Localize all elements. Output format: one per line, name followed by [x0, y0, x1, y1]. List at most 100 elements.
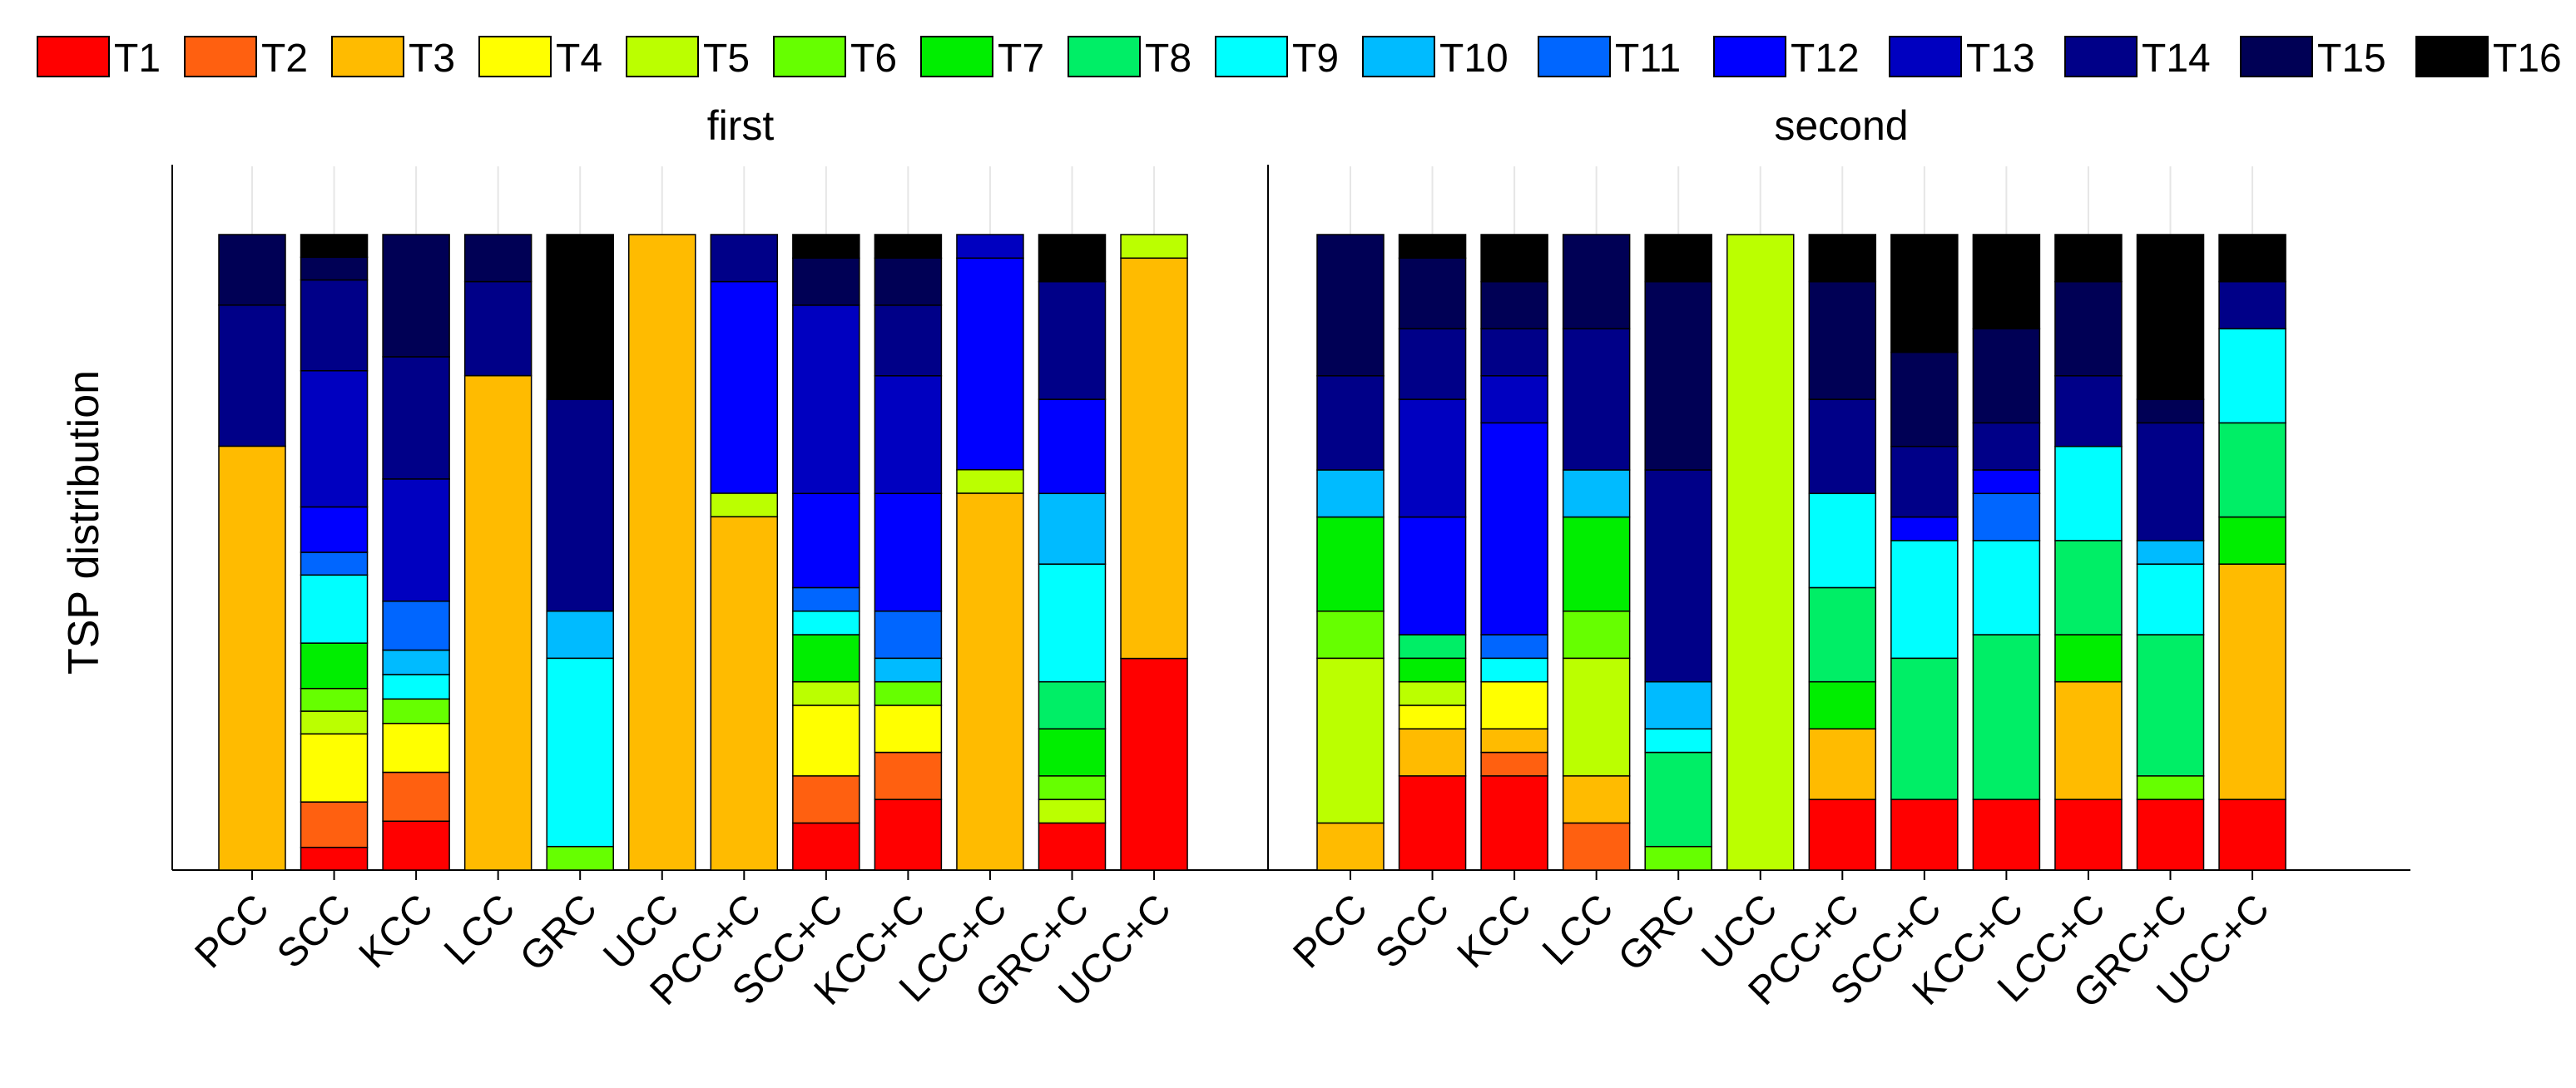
- bar-segment-t6: [1316, 610, 1385, 660]
- bar-segment-t11: [874, 610, 943, 660]
- bar-second-ucc: [1726, 234, 1795, 871]
- bar-segment-t6: [300, 687, 369, 712]
- bar-segment-t11: [382, 601, 450, 651]
- bar-segment-t1: [382, 820, 450, 871]
- legend-swatch-t2: [184, 36, 257, 77]
- bar-segment-t3: [1316, 822, 1385, 871]
- bar-segment-t15: [463, 234, 533, 283]
- x-tick-label: GRC: [512, 886, 606, 980]
- bar-second-scc: [1398, 234, 1467, 871]
- bar-segment-t14: [463, 280, 533, 377]
- bar-segment-t9: [2136, 563, 2205, 635]
- bar-second-lcc: [1562, 234, 1631, 871]
- bar-segment-t16: [2054, 234, 2123, 283]
- bar-segment-t16: [1038, 234, 1107, 283]
- bar-segment-t12: [874, 492, 943, 612]
- bar-segment-t4: [874, 705, 943, 754]
- bar-segment-t15: [1644, 280, 1712, 471]
- bar-segment-t10: [874, 657, 943, 683]
- bar-segment-t14: [1972, 422, 2041, 471]
- bar-segment-t2: [1562, 822, 1631, 871]
- bar-segment-t12: [710, 280, 779, 494]
- bar-segment-t11: [300, 551, 369, 576]
- legend-label-t5: T5: [703, 37, 750, 81]
- legend-swatch-t6: [773, 36, 846, 77]
- legend-label-t11: T11: [1615, 37, 1681, 81]
- bar-segment-t3: [463, 374, 533, 871]
- bar-segment-t8: [1038, 680, 1107, 729]
- bar-segment-t9: [1890, 540, 1959, 660]
- bar-segment-t5: [792, 680, 860, 706]
- x-tick-label: KCC: [351, 886, 442, 977]
- bar-segment-t9: [1644, 728, 1712, 754]
- x-tick-label: KCC: [1449, 886, 1540, 977]
- bar-segment-t8: [2054, 540, 2123, 635]
- bar-segment-t8: [1644, 751, 1712, 848]
- bar-segment-t10: [546, 610, 614, 660]
- bar-segment-t7: [2054, 634, 2123, 683]
- panel-title-second: second: [1774, 102, 1908, 149]
- bar-segment-t13: [792, 304, 860, 495]
- bar-segment-t6: [874, 680, 943, 706]
- bar-segment-t4: [300, 733, 369, 803]
- bar-first-kcc: [382, 234, 450, 871]
- bar-segment-t7: [1808, 680, 1877, 729]
- bar-segment-t14: [2218, 280, 2286, 329]
- bar-segment-t5: [956, 468, 1024, 494]
- bar-segment-t16: [2136, 234, 2205, 400]
- bar-segment-t14: [546, 398, 614, 612]
- bar-segment-t12: [956, 257, 1024, 471]
- bar-segment-t8: [1808, 586, 1877, 683]
- bar-segment-t2: [1480, 751, 1548, 777]
- panel-first: first PCCSCCKCCLCCGRCUCCPCC+CSCC+CKCC+CL…: [171, 102, 1268, 1017]
- bar-segment-t7: [1316, 516, 1385, 612]
- bar-first-scc-plus-c: [792, 234, 860, 871]
- bar-segment-t16: [1398, 234, 1467, 260]
- bar-segment-t9: [1038, 563, 1107, 683]
- bar-segment-t1: [1890, 799, 1959, 871]
- bar-segment-t5: [300, 710, 369, 735]
- bar-second-grc-plus-c: [2136, 234, 2205, 871]
- bar-segment-t2: [382, 771, 450, 822]
- bar-segment-t10: [1562, 469, 1631, 518]
- bar-segment-t1: [1120, 657, 1188, 871]
- bar-segment-t10: [1038, 492, 1107, 565]
- bar-segment-t7: [1038, 728, 1107, 777]
- bar-segment-t7: [300, 642, 369, 690]
- legend-label-t1: T1: [114, 37, 161, 81]
- bar-segment-t16: [874, 234, 943, 260]
- bar-segment-t15: [218, 234, 286, 306]
- bar-segment-t12: [300, 506, 369, 553]
- legend-label-t13: T13: [1966, 37, 2035, 81]
- x-tick-label: PCC: [1286, 886, 1376, 977]
- bar-segment-t3: [1398, 728, 1467, 777]
- bar-segment-t6: [382, 698, 450, 725]
- x-tick-label: SCC: [1367, 886, 1458, 977]
- bar-segment-t14: [2054, 375, 2123, 448]
- x-tick-label: GRC: [1610, 886, 1704, 980]
- bar-first-scc: [300, 234, 369, 871]
- bar-segment-t1: [1398, 775, 1467, 871]
- bar-segment-t3: [628, 234, 696, 871]
- bar-segment-t12: [1398, 516, 1467, 635]
- bar-segment-t15: [1316, 234, 1385, 377]
- bar-second-pcc: [1316, 234, 1385, 871]
- legend-label-t15: T15: [2317, 37, 2386, 81]
- x-tick-label: PCC: [187, 886, 278, 977]
- bar-segment-t15: [1480, 280, 1548, 329]
- legend-label-t12: T12: [1791, 37, 1860, 81]
- x-tick-label: SCC: [269, 886, 359, 977]
- bar-segment-t9: [792, 610, 860, 635]
- bar-second-lcc-plus-c: [2054, 234, 2123, 871]
- bar-segment-t1: [2136, 799, 2205, 871]
- legend-swatch-t9: [1215, 36, 1288, 77]
- bar-first-grc: [546, 234, 614, 871]
- bar-segment-t14: [382, 356, 450, 480]
- bar-segment-t13: [300, 369, 369, 508]
- legend-swatch-t8: [1068, 36, 1141, 77]
- bar-first-grc-plus-c: [1038, 234, 1107, 871]
- bar-segment-t13: [874, 375, 943, 495]
- bar-second-scc-plus-c: [1890, 234, 1959, 871]
- bar-segment-t1: [2054, 799, 2123, 871]
- bar-segment-t11: [1480, 634, 1548, 660]
